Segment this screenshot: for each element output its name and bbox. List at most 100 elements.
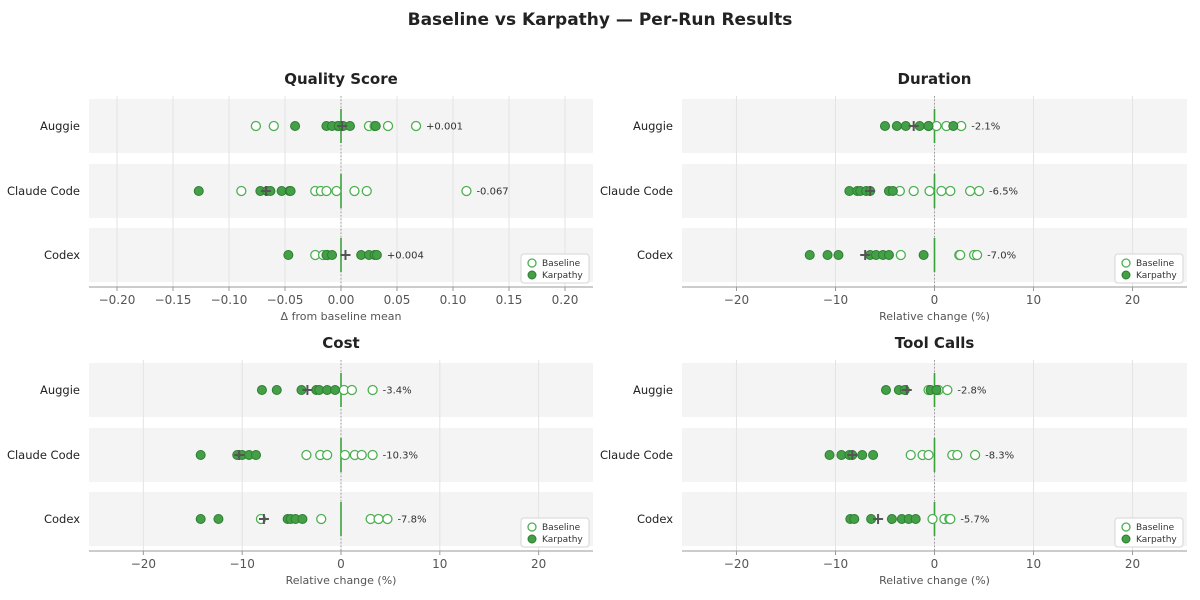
karpathy-point	[891, 121, 902, 131]
karpathy-point	[948, 121, 959, 131]
x-axis-label: Relative change (%)	[879, 310, 990, 323]
category-label: Claude Code	[7, 184, 80, 198]
baseline-point	[971, 249, 983, 261]
mean-annotation: -7.0%	[987, 251, 1016, 262]
x-tick-label: −0.10	[211, 293, 248, 307]
baseline-point	[924, 185, 935, 197]
x-tick-label: 20	[1125, 293, 1140, 307]
x-tick-label: 10	[432, 557, 447, 571]
karpathy-point	[849, 514, 860, 524]
mean-annotation: -2.1%	[971, 122, 1000, 133]
baseline-point	[367, 449, 378, 461]
karpathy-point	[193, 186, 204, 196]
legend: Baseline Karpathy	[1114, 253, 1184, 284]
baseline-point	[895, 249, 906, 261]
category-label: Auggie	[40, 119, 80, 133]
karpathy-point	[824, 450, 835, 460]
mean-annotation: +0.004	[387, 251, 424, 262]
legend-karpathy-marker	[527, 270, 537, 280]
mean-marker	[337, 121, 348, 131]
category-label: Auggie	[40, 383, 80, 397]
mean-annotation: -10.3%	[383, 451, 418, 462]
baseline-point	[346, 384, 358, 396]
category-label: Auggie	[633, 119, 673, 133]
chart-panel-cost: −20 −10 0 10 20 Relative change (%) Cost Auggie…	[7, 334, 593, 587]
category-label: Auggie	[633, 383, 673, 397]
karpathy-point	[290, 121, 301, 131]
karpathy-point	[213, 514, 224, 524]
baseline-point	[908, 185, 919, 197]
baseline-point	[339, 449, 351, 461]
mean-marker	[847, 450, 858, 460]
baseline-point	[945, 513, 956, 525]
mean-marker	[260, 186, 271, 196]
x-axis-label: Δ from baseline mean	[281, 310, 402, 323]
karpathy-point	[256, 385, 267, 395]
category-label: Codex	[637, 248, 673, 262]
baseline-point	[382, 513, 393, 525]
chart-panel-duration: −20 −10 0 10 20 Relative change (%) Duration Au…	[600, 70, 1187, 323]
karpathy-point	[822, 250, 833, 260]
legend-box	[520, 253, 590, 284]
x-axis-label: Relative change (%)	[879, 574, 990, 587]
legend-baseline-label: Baseline	[542, 523, 581, 533]
legend: Baseline Karpathy	[520, 517, 590, 548]
legend-baseline-label: Baseline	[1136, 259, 1175, 269]
mean-marker	[302, 385, 313, 395]
baseline-point	[236, 185, 247, 197]
x-tick-label: 0.20	[552, 293, 579, 307]
karpathy-point	[879, 121, 890, 131]
karpathy-point	[285, 186, 296, 196]
x-tick-label: 10	[1026, 293, 1041, 307]
karpathy-point	[327, 250, 338, 260]
x-tick-label: 0.05	[384, 293, 411, 307]
legend-karpathy-marker	[1121, 270, 1131, 280]
mean-marker	[873, 514, 884, 524]
x-tick-label: 0.15	[496, 293, 523, 307]
baseline-point	[945, 185, 956, 197]
karpathy-point	[330, 385, 341, 395]
karpathy-point	[910, 514, 921, 524]
x-tick-label: −0.20	[99, 293, 136, 307]
baseline-point	[410, 120, 422, 132]
legend-karpathy-label: Karpathy	[1136, 535, 1177, 545]
baseline-point	[361, 185, 372, 197]
x-tick-label: 20	[531, 557, 546, 571]
karpathy-point	[918, 250, 929, 260]
legend-karpathy-marker	[527, 534, 537, 544]
baseline-point	[356, 449, 367, 461]
legend-box	[1114, 253, 1184, 284]
karpathy-point	[857, 450, 868, 460]
x-tick-label: −20	[724, 293, 749, 307]
x-tick-label: 20	[1125, 557, 1140, 571]
mean-marker	[340, 250, 351, 260]
karpathy-point	[251, 450, 262, 460]
baseline-point	[936, 185, 947, 197]
x-tick-label: 0.00	[328, 293, 355, 307]
legend-karpathy-label: Karpathy	[542, 535, 583, 545]
karpathy-point	[283, 250, 294, 260]
mean-annotation: -2.8%	[957, 386, 986, 397]
mean-annotation: -5.7%	[960, 515, 989, 526]
karpathy-point	[804, 250, 815, 260]
baseline-point	[321, 185, 332, 197]
mean-marker	[901, 385, 912, 395]
mean-annotation: -0.067	[476, 187, 508, 198]
baseline-point	[973, 185, 985, 197]
legend-box	[520, 517, 590, 548]
baseline-point	[382, 120, 394, 132]
x-axis-label: Relative change (%)	[286, 574, 397, 587]
karpathy-point	[868, 450, 879, 460]
baseline-point	[952, 449, 963, 461]
baseline-point	[461, 185, 472, 197]
x-tick-label: −10	[823, 293, 848, 307]
chart-panel-tool-calls: −20 −10 0 10 20 Relative change (%) Tool Calls…	[600, 334, 1187, 587]
karpathy-point	[931, 385, 942, 395]
category-label: Codex	[637, 512, 673, 526]
chart-panel-quality-score: −0.20 −0.15 −0.10 −0.05 0.00 0.05 0.10 0.15 0.20…	[7, 70, 593, 323]
category-label: Codex	[44, 248, 80, 262]
karpathy-point	[271, 385, 282, 395]
x-tick-label: −20	[724, 557, 749, 571]
